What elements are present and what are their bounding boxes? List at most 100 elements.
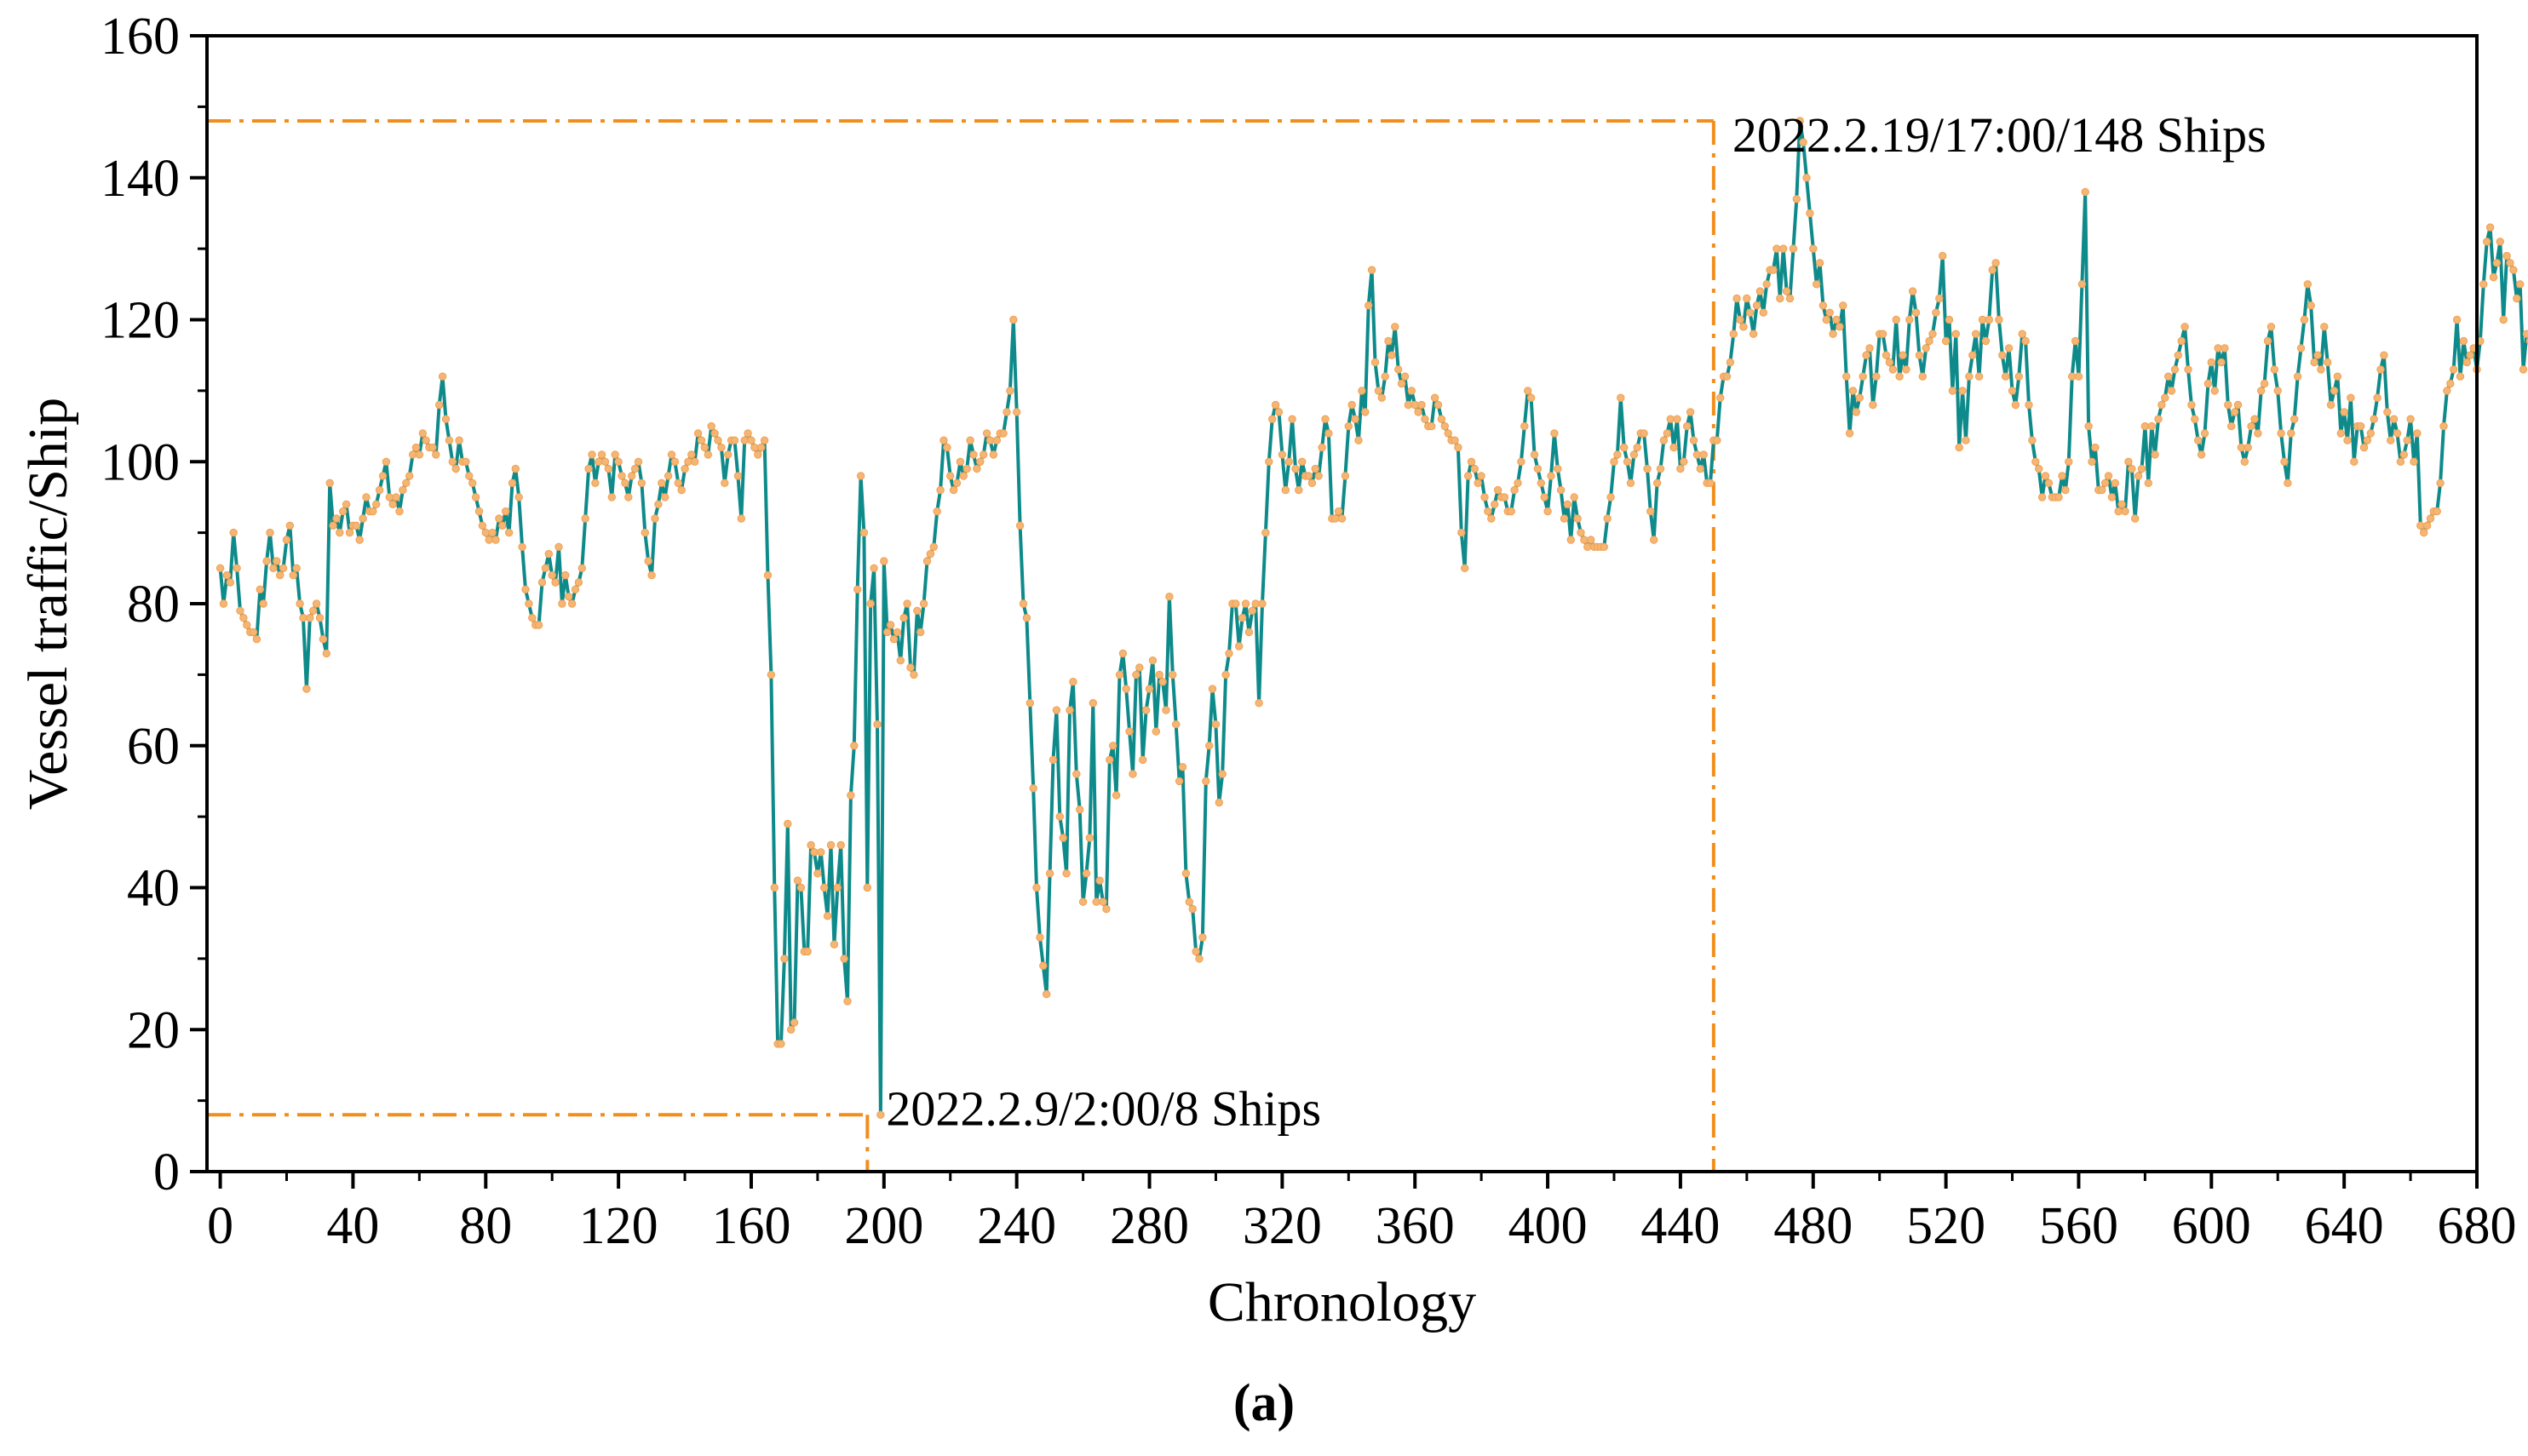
data-point bbox=[847, 791, 855, 800]
data-point bbox=[2363, 436, 2372, 444]
data-point bbox=[1755, 287, 1765, 295]
x-axis-label: Chronology bbox=[1208, 1271, 1476, 1333]
data-point bbox=[2144, 479, 2153, 487]
annotations: 2022.2.9/2:00/8 Ships 2022.2.19/17:00/148… bbox=[886, 107, 2266, 1136]
series-markers-0 bbox=[215, 117, 2528, 1120]
data-point bbox=[1484, 507, 1492, 516]
data-point bbox=[2410, 457, 2418, 466]
data-point bbox=[661, 493, 669, 502]
data-point bbox=[1354, 436, 1363, 444]
data-point bbox=[1885, 358, 1894, 367]
data-point bbox=[1106, 755, 1114, 765]
data-point bbox=[1344, 421, 1353, 431]
annotation-label: 2022.2.19/17:00/148 Ships bbox=[1732, 107, 2267, 163]
data-point bbox=[2270, 365, 2279, 374]
data-point bbox=[999, 429, 1008, 438]
data-point bbox=[1089, 699, 1098, 708]
data-point bbox=[840, 954, 848, 963]
data-point bbox=[604, 464, 613, 473]
data-point bbox=[2197, 450, 2206, 459]
data-point bbox=[1440, 421, 1450, 431]
data-point bbox=[1118, 649, 1128, 658]
data-point bbox=[385, 493, 394, 502]
data-point bbox=[1533, 464, 1543, 473]
data-point bbox=[537, 578, 547, 587]
data-point bbox=[451, 464, 460, 473]
data-point bbox=[2011, 400, 2020, 410]
data-point bbox=[1951, 330, 1961, 338]
data-point bbox=[1713, 436, 1721, 444]
data-point bbox=[1606, 493, 1615, 502]
data-point bbox=[1743, 294, 1751, 303]
data-point bbox=[1463, 472, 1473, 480]
data-point bbox=[1878, 330, 1887, 338]
data-point bbox=[2492, 259, 2502, 267]
data-point bbox=[1188, 904, 1197, 914]
data-point bbox=[1583, 542, 1592, 551]
data-point bbox=[1836, 323, 1844, 331]
data-point bbox=[2436, 479, 2445, 487]
data-point bbox=[651, 514, 659, 523]
data-point bbox=[1620, 443, 1629, 452]
data-point bbox=[1689, 436, 1698, 444]
data-point bbox=[2191, 415, 2199, 423]
data-point bbox=[2273, 387, 2282, 395]
data-point bbox=[2462, 358, 2472, 367]
data-point bbox=[1652, 479, 1662, 487]
data-point bbox=[1782, 287, 1791, 295]
data-point bbox=[1019, 599, 1028, 608]
data-point bbox=[973, 464, 981, 473]
data-point bbox=[2107, 493, 2117, 502]
data-point bbox=[1404, 400, 1413, 410]
data-point bbox=[1514, 479, 1522, 487]
data-point bbox=[402, 479, 411, 487]
data-point bbox=[1274, 408, 1284, 416]
data-point bbox=[1680, 457, 1688, 466]
data-point bbox=[1802, 174, 1811, 182]
data-point bbox=[1991, 259, 2000, 267]
data-point bbox=[1175, 777, 1184, 786]
data-point bbox=[1902, 365, 1910, 374]
data-point bbox=[1613, 450, 1622, 459]
data-point bbox=[2317, 365, 2325, 374]
data-point bbox=[405, 472, 414, 480]
data-point bbox=[2426, 514, 2435, 523]
data-point bbox=[514, 493, 523, 502]
data-point bbox=[2502, 251, 2511, 261]
data-point bbox=[959, 472, 968, 480]
data-point bbox=[910, 670, 918, 679]
data-point bbox=[289, 570, 297, 580]
data-point bbox=[2044, 479, 2054, 487]
data-point bbox=[1397, 379, 1406, 388]
data-point bbox=[1314, 472, 1323, 480]
data-point bbox=[474, 507, 484, 516]
data-point bbox=[1646, 507, 1655, 516]
data-point bbox=[269, 564, 278, 572]
data-point bbox=[1082, 869, 1091, 878]
data-point bbox=[2137, 464, 2146, 473]
data-series bbox=[215, 117, 2528, 1120]
data-point bbox=[1334, 507, 1343, 516]
data-point bbox=[1659, 436, 1669, 444]
data-point bbox=[511, 464, 520, 473]
data-point bbox=[595, 457, 603, 466]
data-point bbox=[2071, 336, 2080, 346]
data-point bbox=[2450, 365, 2458, 374]
data-point bbox=[2244, 443, 2252, 452]
data-point bbox=[2104, 472, 2113, 480]
data-point bbox=[691, 457, 699, 466]
data-point bbox=[630, 464, 640, 473]
data-point bbox=[1543, 507, 1552, 516]
data-point bbox=[2167, 387, 2176, 395]
data-point bbox=[1039, 961, 1048, 970]
data-point bbox=[1610, 457, 1618, 466]
data-point bbox=[1640, 429, 1648, 438]
data-point bbox=[541, 564, 550, 572]
data-point bbox=[1085, 834, 1095, 842]
data-point bbox=[2065, 457, 2073, 466]
data-point bbox=[853, 585, 862, 593]
data-point bbox=[1125, 727, 1134, 736]
data-point bbox=[2154, 415, 2163, 423]
data-point bbox=[1049, 755, 1058, 765]
data-point bbox=[2131, 514, 2140, 523]
